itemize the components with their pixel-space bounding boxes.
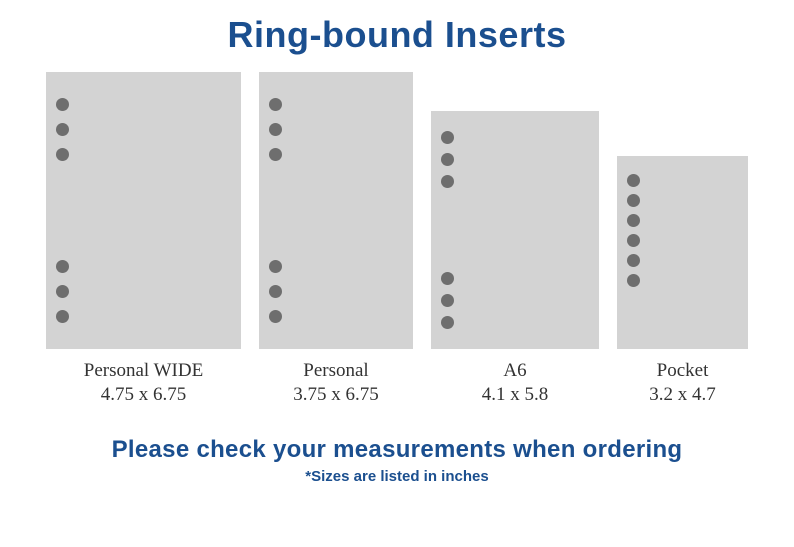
ring-hole-icon xyxy=(627,234,640,247)
size-label: Personal WIDE4.75 x 6.75 xyxy=(84,359,203,408)
size-item: Personal3.75 x 6.75 xyxy=(259,72,413,408)
ring-hole-icon xyxy=(627,274,640,287)
ring-hole-icon xyxy=(441,175,454,188)
ring-hole-icon xyxy=(269,98,282,111)
ring-hole-icon xyxy=(441,294,454,307)
size-item: Pocket3.2 x 4.7 xyxy=(617,156,748,408)
footer: Please check your measurements when orde… xyxy=(112,436,683,485)
size-label: Pocket3.2 x 4.7 xyxy=(649,359,716,408)
ring-hole-icon xyxy=(56,148,69,161)
ring-hole-icon xyxy=(269,310,282,323)
ring-hole-icon xyxy=(627,194,640,207)
size-name: Personal WIDE xyxy=(84,359,203,384)
ring-hole-icon xyxy=(441,131,454,144)
ring-hole-icon xyxy=(441,153,454,166)
ring-hole-icon xyxy=(441,272,454,285)
ring-hole-icon xyxy=(269,148,282,161)
size-card xyxy=(431,111,599,349)
ring-hole-icon xyxy=(627,214,640,227)
page-title: Ring-bound Inserts xyxy=(228,14,567,56)
size-name: A6 xyxy=(482,359,549,384)
ring-hole-icon xyxy=(627,254,640,267)
size-dimensions: 3.2 x 4.7 xyxy=(649,383,716,408)
size-name: Pocket xyxy=(649,359,716,384)
ring-hole-icon xyxy=(269,285,282,298)
ring-hole-icon xyxy=(56,260,69,273)
ring-hole-icon xyxy=(441,316,454,329)
size-label: Personal3.75 x 6.75 xyxy=(293,359,379,408)
size-item: Personal WIDE4.75 x 6.75 xyxy=(46,72,241,408)
size-card xyxy=(617,156,748,349)
size-dimensions: 4.1 x 5.8 xyxy=(482,383,549,408)
ring-hole-icon xyxy=(56,310,69,323)
ring-hole-icon xyxy=(56,123,69,136)
size-item: A64.1 x 5.8 xyxy=(431,111,599,408)
ring-hole-icon xyxy=(56,98,69,111)
size-card xyxy=(46,72,241,349)
footer-main-text: Please check your measurements when orde… xyxy=(112,436,683,464)
size-card xyxy=(259,72,413,349)
ring-hole-icon xyxy=(56,285,69,298)
size-label: A64.1 x 5.8 xyxy=(482,359,549,408)
size-dimensions: 4.75 x 6.75 xyxy=(84,383,203,408)
cards-row: Personal WIDE4.75 x 6.75 Personal3.75 x 6… xyxy=(0,68,794,408)
size-name: Personal xyxy=(293,359,379,384)
ring-hole-icon xyxy=(269,260,282,273)
footer-note-text: *Sizes are listed in inches xyxy=(112,468,683,485)
size-dimensions: 3.75 x 6.75 xyxy=(293,383,379,408)
ring-hole-icon xyxy=(269,123,282,136)
ring-hole-icon xyxy=(627,174,640,187)
